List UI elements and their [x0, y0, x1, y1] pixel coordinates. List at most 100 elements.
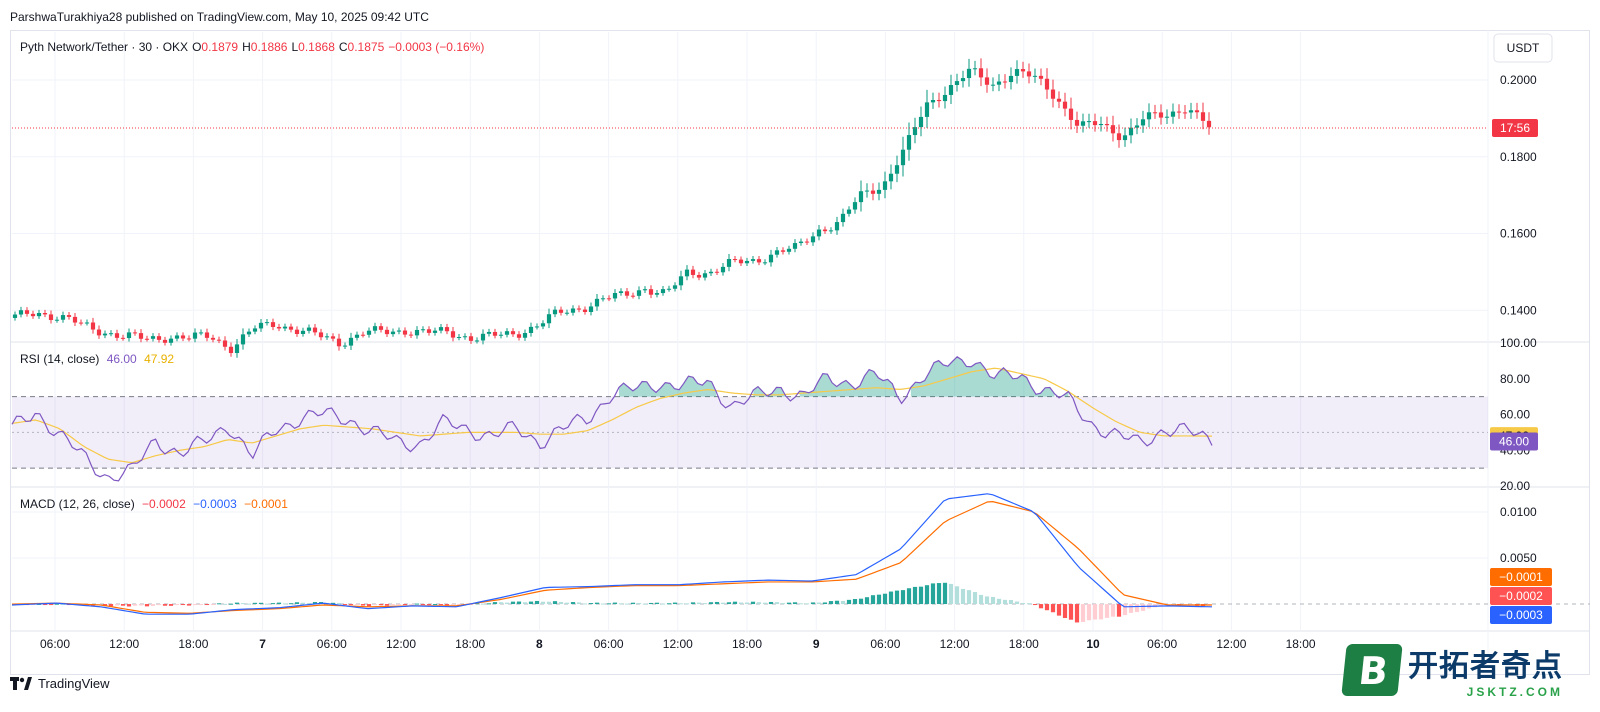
candle-body [792, 243, 798, 249]
rsi-title[interactable]: RSI (14, close) [20, 352, 100, 366]
price-tick-label: 0.1400 [1500, 303, 1537, 317]
macd-histogram-bar [744, 602, 750, 605]
candle-body [858, 191, 864, 203]
macd-histogram-bar [570, 602, 576, 605]
candle-body [786, 248, 792, 252]
open-value: 0.1879 [201, 40, 239, 54]
macd-histogram-bar [576, 602, 582, 605]
macd-histogram-bar [996, 598, 1002, 605]
macd-histogram-bar [204, 604, 210, 606]
candle-body [768, 254, 774, 263]
macd-histogram-bar [1068, 604, 1074, 620]
macd-histogram-bar [654, 602, 660, 605]
macd-histogram-bar [468, 604, 474, 606]
macd-histogram-bar [894, 590, 900, 605]
macd-value-badge-label: −0.0003 [1499, 608, 1543, 622]
macd-value-badge [1490, 587, 1552, 605]
time-tick-label: 18:00 [178, 637, 208, 651]
candle-body [228, 346, 234, 354]
macd-histogram-bar [1140, 604, 1146, 611]
candle-body [570, 308, 576, 313]
macd-histogram-bar [810, 602, 816, 605]
candle-body [1050, 89, 1056, 99]
candle-body [684, 269, 690, 277]
candle-body [276, 326, 282, 329]
macd-histogram-bar [210, 604, 216, 606]
candle-body [912, 127, 918, 136]
macd-histogram-bar [552, 601, 558, 605]
time-tick-label: 10 [1086, 637, 1100, 651]
candle-body [354, 334, 360, 338]
macd-histogram-bar [948, 583, 954, 605]
tradingview-logo[interactable]: TradingView [10, 676, 110, 691]
price-tick-label: 0.1800 [1500, 150, 1537, 164]
candle-body [342, 345, 348, 347]
macd-histogram-bar [582, 603, 588, 605]
high-value: 0.1886 [250, 40, 288, 54]
time-tick-label: 18:00 [732, 637, 762, 651]
rsi-overbought-fill [910, 356, 1055, 397]
candle-body [1002, 81, 1008, 83]
macd-title[interactable]: MACD (12, 26, close) [20, 497, 135, 511]
candle-body [1116, 133, 1122, 141]
candle-body [576, 308, 582, 310]
macd-histogram-bar [1116, 604, 1122, 617]
candle-body [1122, 135, 1128, 141]
candle-body [528, 326, 534, 334]
time-tick-label: 06:00 [40, 637, 70, 651]
macd-histogram-bar [228, 603, 234, 605]
macd-histogram-bar [828, 601, 834, 605]
candle-body [246, 331, 252, 335]
low-value: 0.1868 [298, 40, 335, 54]
candle-body [42, 312, 48, 315]
candle-body [672, 285, 678, 289]
macd-histogram-bar [534, 600, 540, 605]
symbol-title[interactable]: Pyth Network/Tether · 30 · OKX [20, 40, 189, 54]
candle-body [186, 338, 192, 340]
candle-body [1164, 116, 1170, 118]
macd-histogram-bar [396, 604, 402, 606]
candle-body [264, 322, 270, 324]
candle-body [642, 289, 648, 291]
rsi-badge [1490, 432, 1538, 451]
macd-histogram-bar [882, 593, 888, 605]
macd-value-badge [1490, 606, 1552, 624]
candle-body [360, 334, 366, 336]
candle-body [102, 333, 108, 336]
candle-body [936, 99, 942, 102]
main-legend: Pyth Network/Tether · 30 · OKX O0.1879 H0.… [20, 40, 488, 54]
macd-histogram-bar [732, 601, 738, 605]
macd-histogram-bar [564, 602, 570, 605]
candle-body [1080, 121, 1086, 126]
macd-histogram-bar [1128, 604, 1134, 613]
macd-histogram-bar [372, 604, 378, 606]
candle-body [600, 298, 606, 300]
macd-histogram-bar [390, 604, 396, 606]
candle-body [900, 149, 906, 166]
macd-histogram-bar [456, 604, 462, 606]
macd-histogram-bar [720, 602, 726, 605]
macd-histogram-bar [132, 604, 138, 606]
candle-body [324, 336, 330, 338]
macd-histogram-bar [360, 604, 366, 606]
macd-histogram-bar [1002, 599, 1008, 605]
macd-histogram-bar [1110, 604, 1116, 617]
candle-body [132, 332, 138, 334]
macd-histogram-bar [342, 604, 348, 606]
candle-body [1086, 121, 1092, 123]
candle-body [48, 314, 54, 321]
candle-body [348, 337, 354, 346]
candle-body [366, 330, 372, 335]
candle-body [330, 336, 336, 339]
macd-histogram-bar [312, 602, 318, 605]
macd-histogram-bar [138, 604, 144, 606]
time-tick-label: 12:00 [1216, 637, 1246, 651]
candle-body [1188, 110, 1194, 113]
time-tick-label: 18:00 [455, 637, 485, 651]
macd-histogram-bar [336, 602, 342, 605]
candle-body [318, 332, 324, 338]
candle-body [450, 331, 456, 338]
candle-body [438, 327, 444, 331]
macd-histogram-bar [516, 601, 522, 605]
